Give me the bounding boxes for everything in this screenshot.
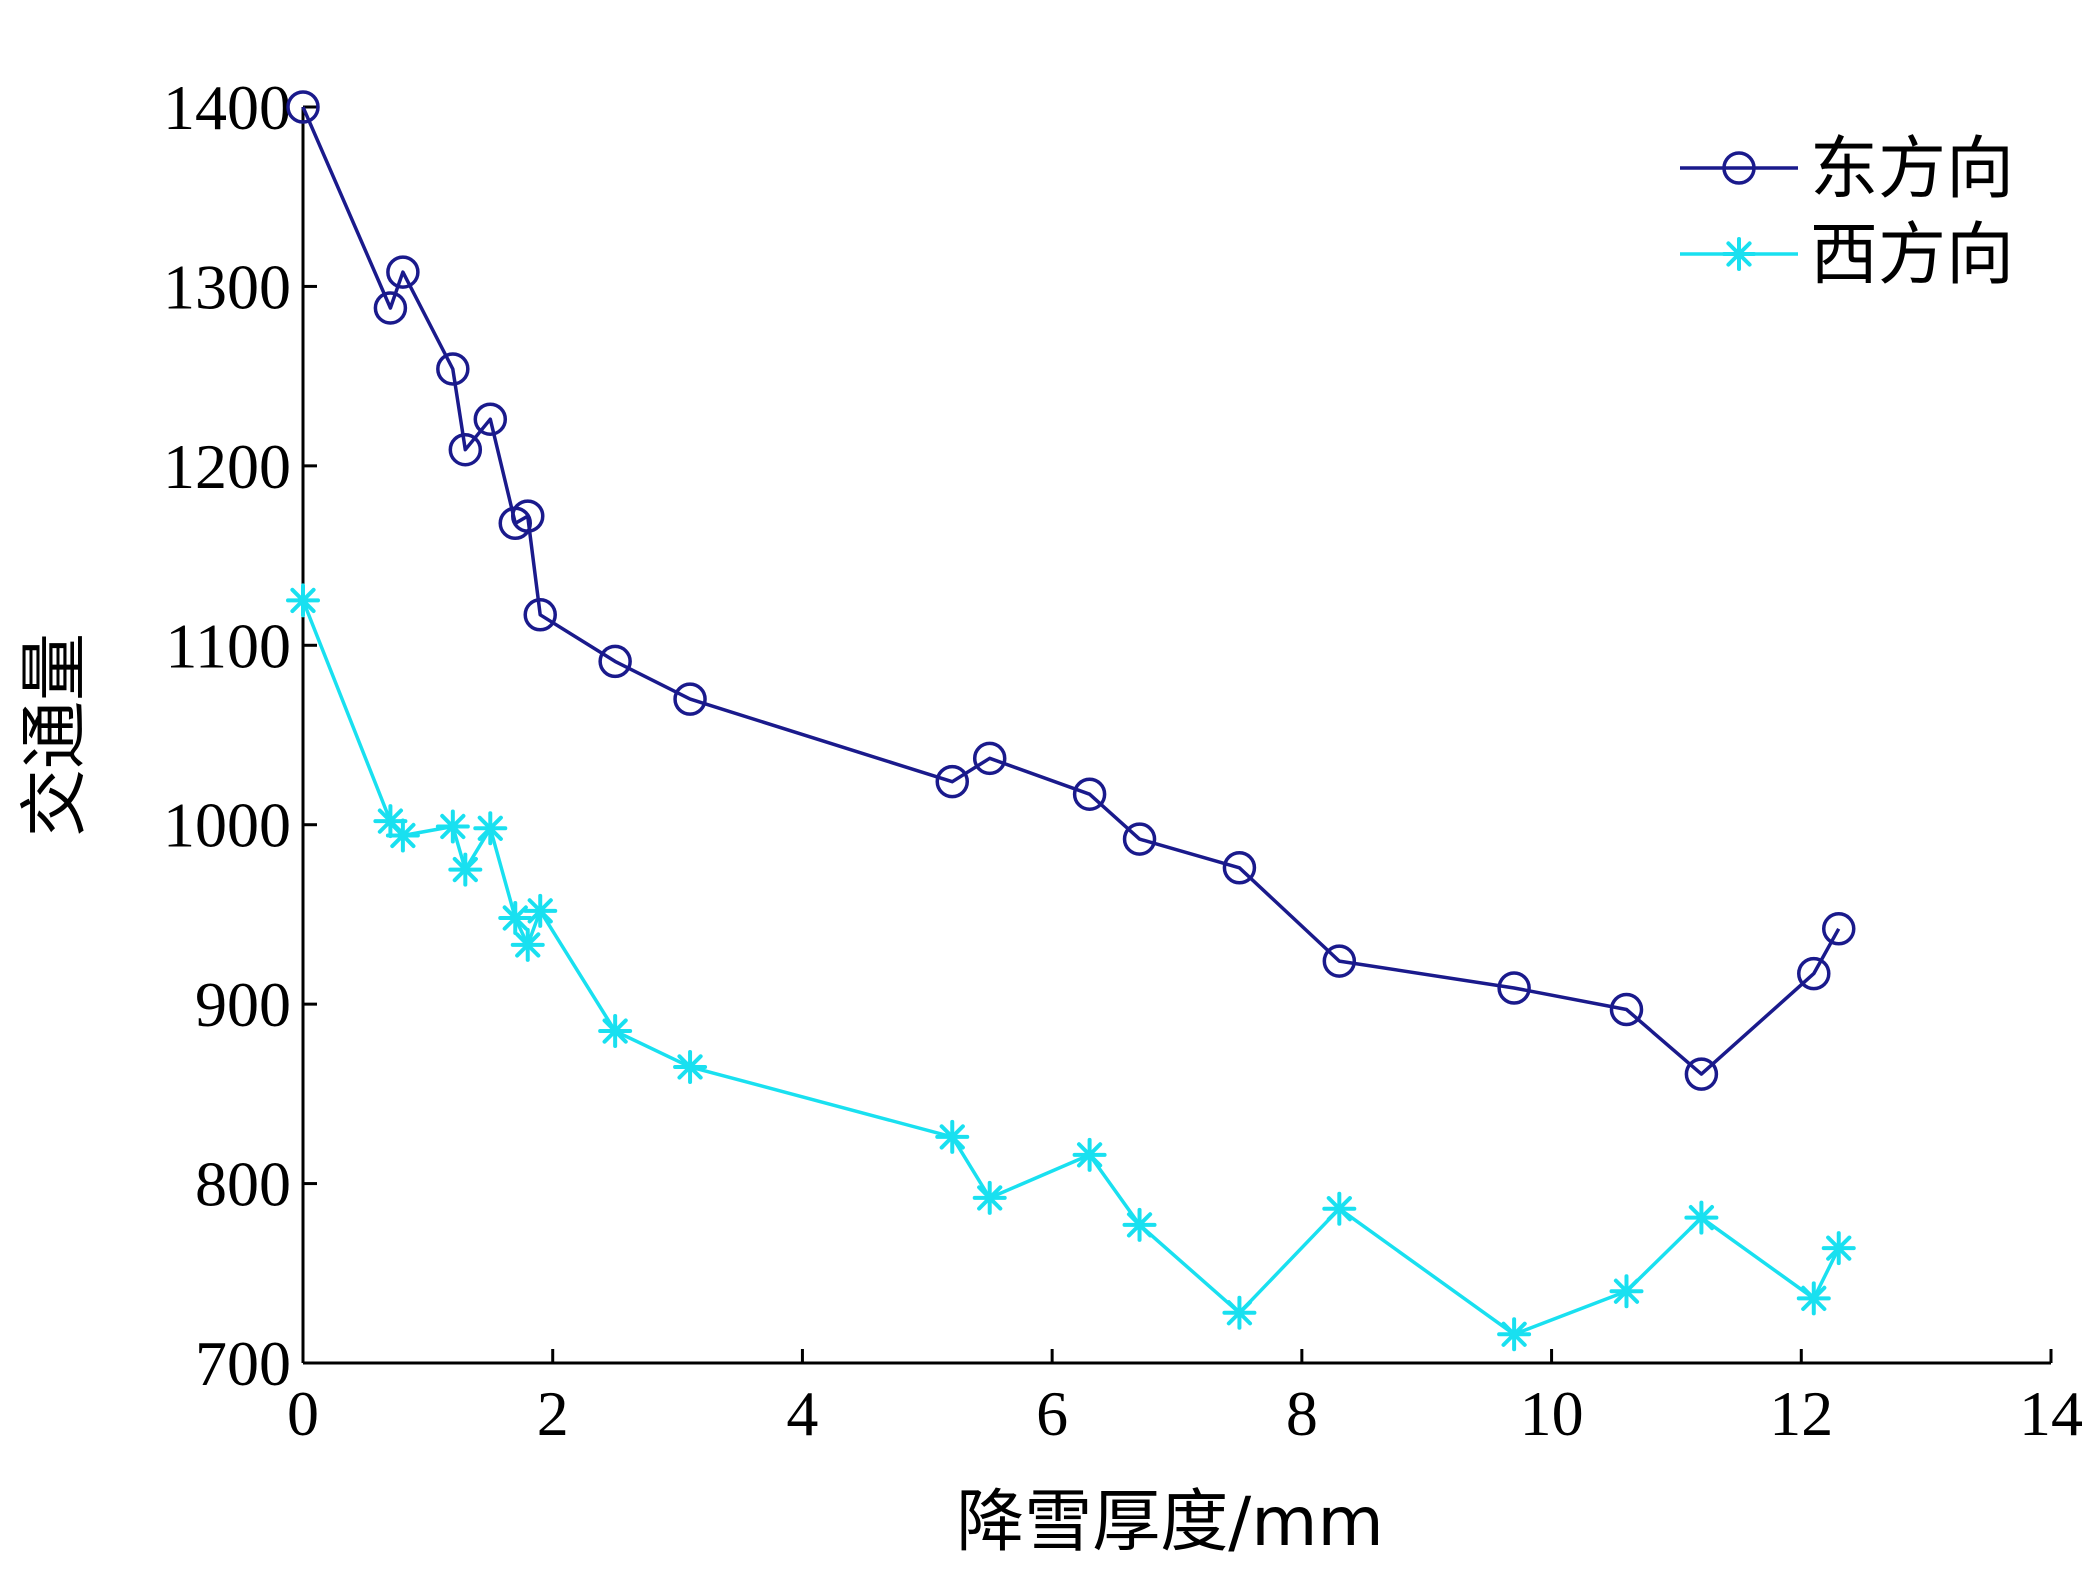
star-stroke: [452, 856, 478, 883]
data-point: [1072, 777, 1107, 811]
star-stroke: [440, 813, 466, 840]
star-stroke: [1326, 1196, 1352, 1222]
data-point: [498, 901, 533, 936]
data-point: [373, 291, 408, 325]
legend-marker: [1722, 237, 1756, 271]
star-stroke: [1501, 1321, 1527, 1347]
star-stroke: [939, 1124, 965, 1150]
data-point: [1684, 1200, 1719, 1235]
y-tick-label: 1400: [163, 72, 291, 143]
legend-item: 西方向: [1680, 216, 2014, 295]
data-point: [1796, 1281, 1831, 1316]
star-stroke: [477, 815, 503, 841]
data-point: [1609, 992, 1644, 1027]
data-point: [286, 583, 320, 618]
legend-label: 西方向: [1810, 216, 2014, 295]
data-point: [1821, 1231, 1856, 1266]
data-point: [1609, 1274, 1644, 1309]
data-point: [473, 811, 508, 846]
data-point: [1222, 1295, 1257, 1330]
data-point: [673, 1049, 708, 1084]
x-tick-label: 10: [1520, 1378, 1584, 1449]
legend-item: 东方向: [1680, 130, 2014, 209]
legend-label: 东方向: [1810, 130, 2014, 209]
y-tick-label: 1000: [163, 790, 291, 861]
axes: 0 2 4 6 8 10 12 14 700 800 900 1000 1100 1200 1300 1400: [163, 72, 2083, 1449]
data-point: [286, 90, 320, 124]
data-point: [1122, 822, 1157, 856]
star-stroke: [527, 898, 553, 924]
legend-marker: [1722, 151, 1756, 185]
data-point: [1072, 1137, 1107, 1172]
star-stroke: [515, 932, 541, 958]
star-stroke: [502, 905, 528, 931]
y-tick-label: 1300: [163, 251, 291, 322]
star-stroke: [1613, 1278, 1640, 1304]
data-point: [385, 818, 420, 853]
star-stroke: [677, 1054, 703, 1080]
data-point: [972, 741, 1007, 776]
data-point: [1497, 971, 1531, 1005]
data-point: [448, 432, 483, 467]
data-point: [510, 927, 545, 962]
x-axis-title: 降雪厚度/mm: [956, 1483, 1383, 1562]
data-point: [1322, 1191, 1357, 1226]
series-line: [301, 106, 1841, 1076]
star-stroke: [390, 822, 416, 849]
y-axis-title: 交通量: [16, 633, 95, 837]
star-stroke: [377, 808, 404, 834]
data-point: [435, 809, 470, 844]
star-stroke: [1126, 1212, 1153, 1238]
star-stroke: [977, 1185, 1003, 1211]
y-tick-label: 1100: [165, 610, 291, 681]
data-point: [436, 352, 470, 386]
data-point: [673, 682, 707, 716]
star-stroke: [1801, 1285, 1827, 1312]
data-point: [935, 764, 970, 799]
data-point: [1497, 1317, 1532, 1352]
series-2: [286, 583, 1856, 1352]
data-point: [598, 1014, 633, 1049]
series-1: [286, 90, 1856, 1091]
data-point: [598, 644, 632, 679]
x-tick-label: 4: [786, 1378, 818, 1449]
x-tick-label: 6: [1036, 1378, 1068, 1449]
y-tick-label: 900: [195, 969, 291, 1040]
data-point: [935, 1119, 970, 1154]
y-tick-label: 700: [195, 1328, 291, 1399]
star-stroke: [1726, 241, 1752, 267]
star-stroke: [1688, 1205, 1715, 1231]
x-tick-label: 8: [1286, 1378, 1318, 1449]
star-stroke: [1226, 1300, 1253, 1326]
x-tick-label: 14: [2019, 1378, 2083, 1449]
star-stroke: [290, 587, 316, 614]
data-point: [386, 255, 420, 289]
series-line: [301, 599, 1841, 1337]
x-tick-label: 2: [537, 1378, 569, 1449]
star-stroke: [1076, 1142, 1103, 1168]
x-tick-label: 12: [1769, 1378, 1833, 1449]
data-point: [972, 1180, 1007, 1215]
data-point: [1821, 912, 1856, 946]
data-point: [510, 499, 545, 533]
data-point: [523, 893, 558, 928]
series: [286, 90, 1856, 1352]
data-point: [1684, 1057, 1719, 1091]
star-stroke: [1826, 1235, 1852, 1261]
data-point: [1222, 851, 1257, 885]
star-stroke: [602, 1018, 628, 1044]
data-point: [473, 402, 508, 436]
data-point: [1797, 956, 1831, 991]
data-point: [1122, 1207, 1157, 1242]
data-point: [523, 598, 557, 632]
data-point: [1322, 944, 1357, 978]
y-tick-label: 1200: [163, 431, 291, 502]
data-point: [448, 852, 483, 887]
y-tick-label: 800: [195, 1149, 291, 1220]
x-tick-label: 0: [287, 1378, 319, 1449]
